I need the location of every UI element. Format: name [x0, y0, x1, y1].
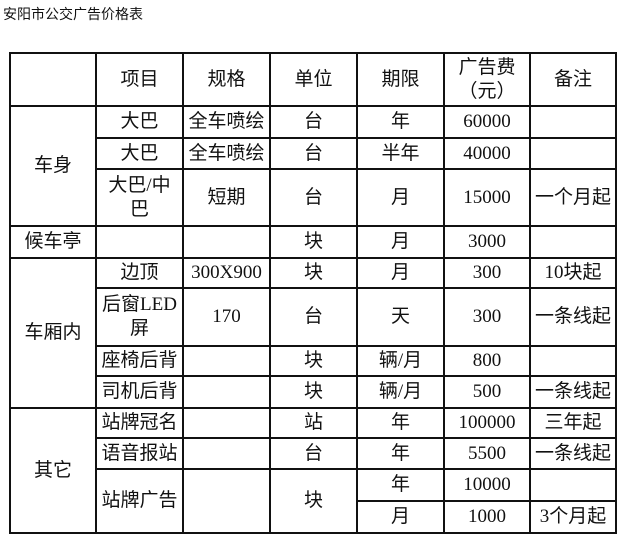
- unit-cell: 块: [269, 225, 358, 259]
- unit-cell: 台: [269, 137, 358, 170]
- period-cell: 年: [356, 468, 445, 502]
- table-row: 车厢内 边顶 300X900 块 月 300 10块起: [9, 257, 617, 409]
- unit-cell: 台: [269, 105, 358, 139]
- table-row: 座椅后背 块 辆/月 800: [10, 345, 617, 377]
- period-cell: 年: [356, 407, 445, 439]
- note-cell: 一条线起: [529, 375, 617, 409]
- period-cell: 辆/月: [356, 345, 445, 377]
- note-cell: 三年起: [529, 407, 617, 439]
- spec-cell: 170: [182, 287, 271, 347]
- spec-cell: [182, 407, 271, 439]
- item-cell: [95, 225, 184, 259]
- unit-cell: 块: [269, 257, 358, 289]
- note-cell: 一条线起: [529, 287, 617, 347]
- fee-cell: 100000: [443, 407, 531, 439]
- table-row: 其它 站牌冠名 站 年 100000 三年起: [9, 407, 617, 534]
- table-row: 大巴 全车喷绘 台 半年 40000: [10, 137, 617, 170]
- group-cell: 候车亭: [9, 225, 97, 259]
- note-cell: [529, 225, 617, 259]
- note-cell: 10块起: [529, 257, 617, 289]
- spec-cell: [182, 437, 271, 470]
- fee-cell: 500: [443, 375, 531, 409]
- fee-cell: 3000: [443, 225, 531, 259]
- fee-cell: 800: [443, 345, 531, 377]
- item-cell: 司机后背: [95, 375, 184, 409]
- unit-cell: 站: [269, 407, 358, 439]
- note-cell: 一个月起: [529, 168, 617, 227]
- page-title: 安阳市公交广告价格表: [3, 7, 143, 23]
- header-row: 项目 规格 单位 期限 广告费（元） 备注: [9, 52, 617, 107]
- item-cell: 大巴: [95, 105, 184, 139]
- unit-cell: 台: [269, 168, 358, 227]
- unit-cell: 块: [269, 468, 358, 534]
- group-cell: 车厢内: [9, 257, 97, 409]
- header-cell: 单位: [269, 52, 358, 107]
- note-cell: 3个月起: [529, 500, 617, 534]
- unit-cell: 台: [269, 287, 358, 347]
- fee-cell: 40000: [443, 137, 531, 170]
- group-cell: 车身: [9, 105, 97, 227]
- fee-cell: 15000: [443, 168, 531, 227]
- period-cell: 天: [356, 287, 445, 347]
- spec-cell: [182, 375, 271, 409]
- fee-cell: 10000: [443, 468, 531, 502]
- period-cell: 月: [356, 168, 445, 227]
- period-cell: 月: [356, 500, 445, 534]
- header-cell: 期限: [356, 52, 445, 107]
- period-cell: 辆/月: [356, 375, 445, 409]
- table-row: 候车亭 块 月 3000: [9, 225, 617, 259]
- period-cell: 年: [356, 437, 445, 470]
- table-row: 语音报站 台 年 5500 一条线起: [10, 437, 617, 470]
- group-cell: 其它: [9, 407, 97, 534]
- spec-cell: 全车喷绘: [182, 137, 271, 170]
- header-cell: 备注: [529, 52, 617, 107]
- item-cell: 大巴/中巴: [95, 168, 184, 227]
- table-row: 月 1000 3个月起: [10, 500, 617, 534]
- note-cell: [529, 468, 617, 502]
- price-table: 项目 规格 单位 期限 广告费（元） 备注 车身 大巴 全车喷绘 台 年 600…: [9, 52, 617, 534]
- spec-cell: 全车喷绘: [182, 105, 271, 139]
- table-row: 站牌广告 块 年 10000: [10, 468, 617, 534]
- table-row: 司机后背 块 辆/月 500 一条线起: [10, 375, 617, 409]
- note-cell: [529, 105, 617, 139]
- item-cell: 站牌广告: [95, 468, 184, 534]
- header-cell: 项目: [95, 52, 184, 107]
- table-row: 后窗LED屏 170 台 天 300 一条线起: [10, 287, 617, 347]
- spec-cell: [182, 468, 271, 534]
- spec-cell: 300X900: [182, 257, 271, 289]
- header-cell: 规格: [182, 52, 271, 107]
- spec-cell: [182, 345, 271, 377]
- spec-cell: [182, 225, 271, 259]
- unit-cell: 台: [269, 437, 358, 470]
- item-cell: 后窗LED屏: [95, 287, 184, 347]
- unit-cell: 块: [269, 345, 358, 377]
- spec-cell: 短期: [182, 168, 271, 227]
- note-cell: [529, 137, 617, 170]
- period-cell: 半年: [356, 137, 445, 170]
- note-cell: 一条线起: [529, 437, 617, 470]
- period-cell: 月: [356, 225, 445, 259]
- fee-cell: 300: [443, 257, 531, 289]
- item-cell: 语音报站: [95, 437, 184, 470]
- fee-cell: 300: [443, 287, 531, 347]
- table-row: 车身 大巴 全车喷绘 台 年 60000: [9, 105, 617, 227]
- header-cell: [9, 52, 97, 107]
- period-cell: 月: [356, 257, 445, 289]
- period-cell: 年: [356, 105, 445, 139]
- table-row: 大巴/中巴 短期 台 月 15000 一个月起: [10, 168, 617, 227]
- fee-cell: 5500: [443, 437, 531, 470]
- header-cell: 广告费（元）: [443, 52, 531, 107]
- unit-cell: 块: [269, 375, 358, 409]
- item-cell: 站牌冠名: [95, 407, 184, 439]
- note-cell: [529, 345, 617, 377]
- item-cell: 边顶: [95, 257, 184, 289]
- item-cell: 大巴: [95, 137, 184, 170]
- item-cell: 座椅后背: [95, 345, 184, 377]
- fee-cell: 1000: [443, 500, 531, 534]
- fee-cell: 60000: [443, 105, 531, 139]
